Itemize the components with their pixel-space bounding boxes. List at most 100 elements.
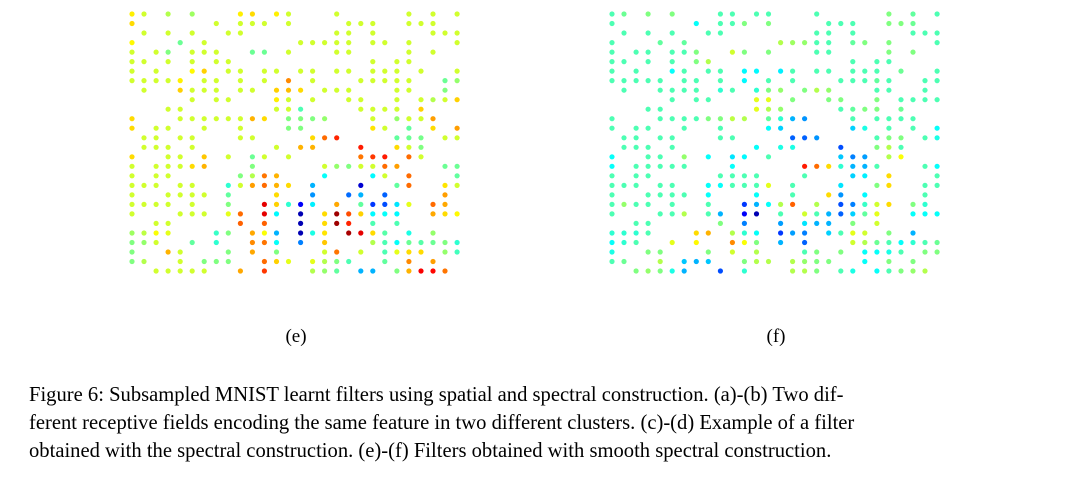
data-point (406, 78, 412, 84)
data-point (886, 135, 892, 141)
data-point (382, 201, 388, 207)
data-point (261, 211, 267, 217)
data-point (765, 182, 772, 188)
data-point (886, 258, 892, 265)
data-point (826, 220, 832, 226)
data-point (129, 230, 135, 236)
data-point (934, 11, 940, 17)
data-point (669, 192, 675, 198)
data-point (346, 20, 352, 27)
data-point (874, 182, 880, 188)
data-point (310, 68, 316, 74)
data-point (874, 116, 880, 122)
data-point (741, 154, 747, 160)
data-point (753, 182, 760, 188)
data-point (609, 154, 615, 160)
data-point (850, 220, 856, 226)
data-point (237, 268, 243, 274)
data-point (741, 230, 747, 236)
data-point (693, 49, 699, 55)
data-point (346, 163, 352, 169)
data-point (249, 173, 255, 179)
data-point (394, 116, 400, 122)
data-point (430, 258, 436, 265)
data-point (129, 182, 135, 188)
data-point (609, 49, 615, 55)
data-point (225, 182, 231, 188)
data-point (826, 40, 832, 46)
data-point (189, 182, 195, 188)
data-point (645, 230, 651, 236)
data-point (213, 20, 219, 27)
data-point (609, 230, 615, 236)
data-point (886, 201, 892, 207)
data-point (705, 211, 711, 217)
data-point (334, 201, 340, 207)
data-point (850, 20, 856, 27)
data-point (165, 220, 171, 226)
data-point (273, 144, 280, 150)
data-point (442, 163, 448, 169)
data-point (633, 268, 639, 274)
data-point (717, 125, 723, 131)
data-point (430, 201, 436, 207)
data-point (826, 230, 832, 236)
data-point (273, 173, 280, 179)
data-point (850, 59, 856, 65)
data-point (442, 30, 448, 36)
data-point (141, 230, 147, 236)
data-point (621, 135, 627, 141)
data-point (790, 116, 796, 122)
data-point (850, 106, 856, 112)
data-point (189, 87, 195, 93)
data-point (874, 211, 880, 217)
data-point (609, 125, 615, 131)
data-point (669, 144, 675, 150)
data-point (741, 116, 747, 122)
data-point (394, 220, 400, 226)
data-point (790, 144, 796, 150)
data-point (657, 182, 663, 188)
data-point (334, 258, 340, 265)
data-point (898, 144, 904, 150)
data-point (394, 239, 400, 246)
data-point (165, 154, 171, 160)
data-point (406, 249, 412, 255)
data-point (394, 87, 400, 93)
data-point (850, 268, 856, 274)
data-point (394, 59, 400, 65)
data-point (741, 20, 747, 27)
data-point (645, 192, 651, 198)
data-point (705, 230, 711, 236)
data-point (213, 116, 219, 122)
data-point (910, 97, 916, 103)
data-point (129, 201, 135, 207)
data-point (273, 230, 280, 236)
data-point (838, 192, 844, 198)
data-point (778, 87, 784, 93)
data-point (669, 11, 675, 17)
data-point (454, 40, 460, 46)
data-point (394, 249, 400, 255)
data-point (802, 40, 808, 46)
data-point (645, 11, 651, 17)
data-point (838, 268, 844, 274)
data-point (454, 239, 460, 246)
data-point (657, 40, 663, 46)
data-point (394, 135, 400, 141)
data-point (814, 249, 820, 255)
data-point (681, 68, 687, 74)
data-point (382, 106, 388, 112)
data-point (850, 68, 856, 74)
data-point (310, 97, 316, 103)
data-point (753, 106, 760, 112)
data-point (765, 258, 772, 265)
data-point (681, 87, 687, 93)
data-point (358, 154, 364, 160)
data-point (394, 182, 400, 188)
data-point (334, 68, 340, 74)
data-point (741, 78, 747, 84)
figure-caption: Figure 6: Subsampled MNIST learnt filter… (29, 381, 1059, 465)
data-point (790, 40, 796, 46)
data-point (633, 163, 639, 169)
